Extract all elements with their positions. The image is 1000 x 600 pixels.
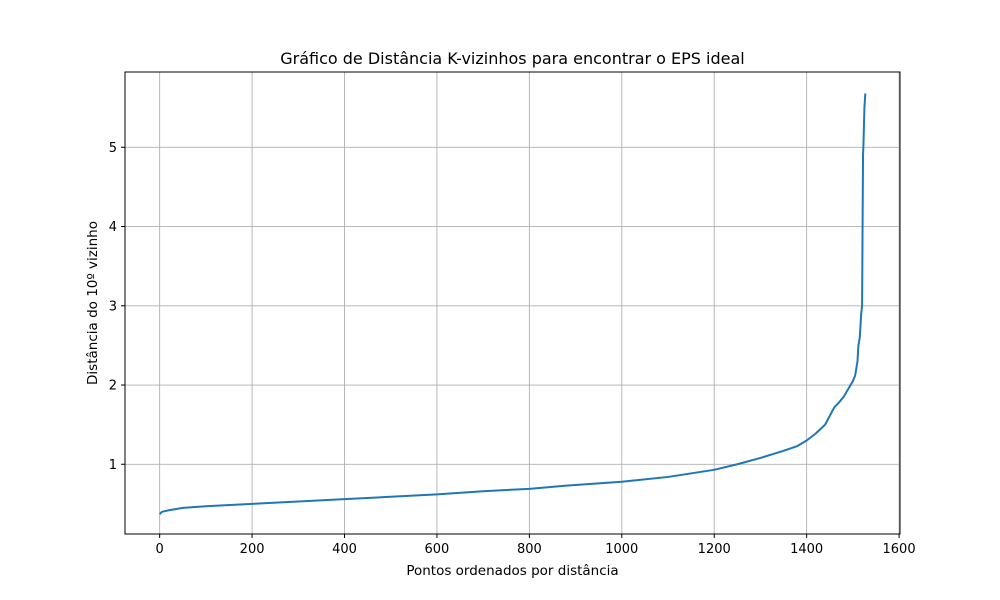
- x-tick-label: 200: [240, 542, 265, 557]
- chart-title: Gráfico de Distância K-vizinhos para enc…: [280, 49, 745, 68]
- x-tick-label: 1200: [698, 542, 731, 557]
- plot-frame: [124, 71, 901, 535]
- y-tick-label: 1: [109, 458, 117, 473]
- y-tick-label: 2: [109, 379, 117, 394]
- x-axis-label: Pontos ordenados por distância: [406, 563, 618, 579]
- y-axis-label: Distância do 10º vizinho: [85, 221, 101, 385]
- x-tick-label: 0: [156, 542, 164, 557]
- y-tick-label: 5: [109, 141, 117, 156]
- x-tick-label: 1600: [883, 542, 916, 557]
- x-tick-label: 1000: [605, 542, 638, 557]
- y-tick-label: 3: [109, 299, 117, 314]
- x-tick-label: 400: [332, 542, 357, 557]
- x-tick-label: 600: [425, 542, 450, 557]
- x-tick-label: 800: [517, 542, 542, 557]
- series-line: [158, 93, 867, 515]
- y-tick-label: 4: [109, 220, 117, 235]
- ticks-layer: 0 200 400 600 800 1000 1200 1400 1600 1 2 3 4 5: [109, 141, 916, 557]
- line-layer: [158, 93, 867, 515]
- x-tick-label: 1400: [790, 542, 823, 557]
- grid-layer: [125, 72, 900, 534]
